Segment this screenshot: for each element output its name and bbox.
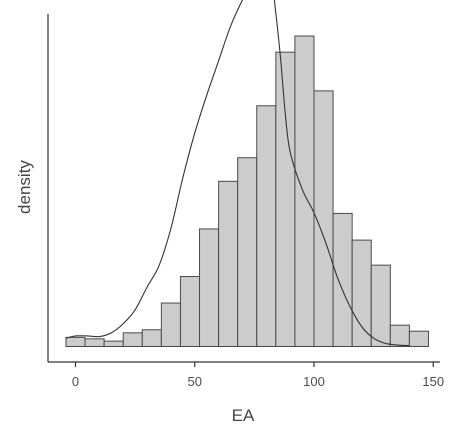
histogram-bar bbox=[408, 330, 429, 347]
histogram-bar bbox=[332, 212, 353, 347]
histogram-bar bbox=[84, 338, 105, 347]
histogram-bars bbox=[65, 35, 429, 348]
histogram-bar bbox=[122, 332, 143, 347]
histogram-bar bbox=[218, 180, 239, 347]
histogram-bar bbox=[389, 324, 410, 347]
x-tick-label: 50 bbox=[188, 374, 202, 389]
histogram-bar bbox=[103, 340, 124, 347]
x-axis-ticks: 0 50 100 150 bbox=[72, 362, 444, 389]
x-axis-title: EA bbox=[232, 406, 255, 425]
histogram-bar bbox=[256, 105, 277, 348]
histogram-bar bbox=[275, 51, 296, 348]
histogram-bar bbox=[351, 239, 372, 348]
histogram-bar bbox=[237, 157, 258, 347]
x-tick-label: 100 bbox=[303, 374, 325, 389]
y-axis-title: density bbox=[15, 160, 34, 214]
histogram-bar bbox=[179, 276, 201, 347]
x-tick-label: 0 bbox=[72, 374, 79, 389]
histogram-bar bbox=[160, 302, 181, 347]
histogram-bar bbox=[65, 336, 86, 348]
histogram-bar bbox=[141, 329, 162, 348]
density-curve bbox=[65, 0, 410, 347]
histogram-bar bbox=[294, 35, 315, 347]
histogram-bar bbox=[370, 264, 391, 347]
x-tick-label: 150 bbox=[422, 374, 444, 389]
histogram-bar bbox=[199, 228, 220, 347]
